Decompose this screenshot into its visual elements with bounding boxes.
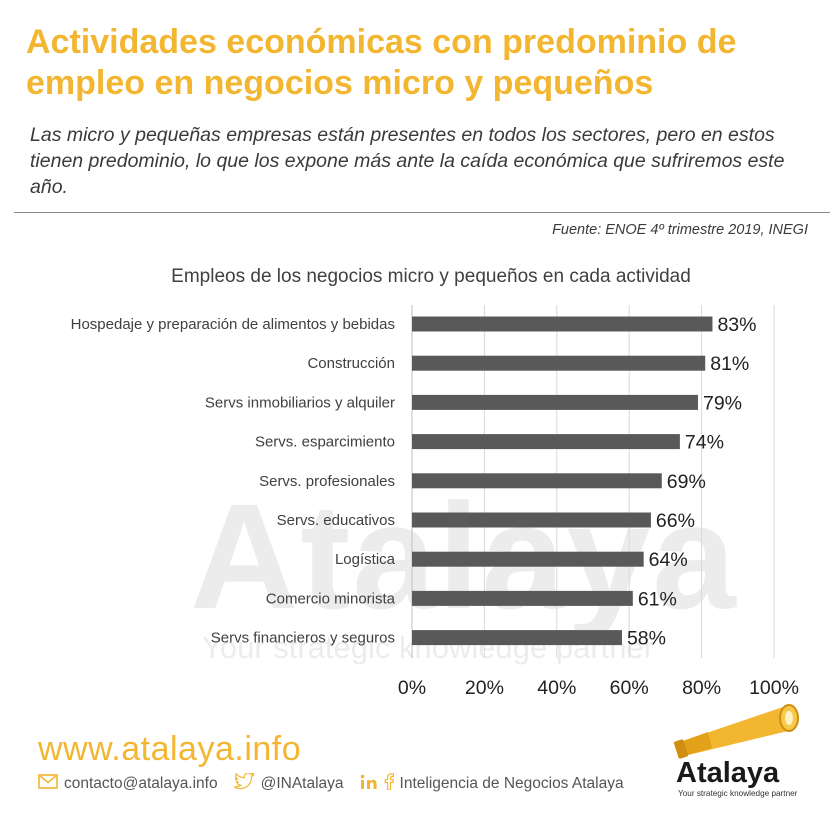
data-label: 66%	[656, 510, 695, 532]
data-label: 69%	[667, 471, 706, 493]
bar	[412, 355, 706, 371]
twitter-icon[interactable]	[231, 772, 255, 795]
x-tick-label: 0%	[398, 677, 426, 699]
data-label: 58%	[627, 628, 666, 650]
data-label: 64%	[649, 549, 688, 571]
bar	[412, 316, 713, 332]
category-label: Logística	[335, 551, 396, 568]
category-label: Servs inmobiliarios y alquiler	[205, 394, 395, 411]
category-label: Servs. educativos	[277, 512, 395, 529]
linkedin-icon[interactable]	[360, 774, 378, 795]
page-title: Actividades económicas con predominio de…	[26, 23, 737, 102]
company-name: Inteligencia de Negocios Atalaya	[399, 775, 624, 792]
atalaya-logo: Atalaya Your strategic knowledge partner	[673, 704, 799, 798]
bar	[412, 512, 651, 528]
bar	[412, 434, 680, 450]
divider	[14, 212, 830, 213]
data-label: 83%	[717, 314, 756, 336]
category-label: Comercio minorista	[266, 590, 396, 607]
data-label: 61%	[638, 588, 677, 610]
bar	[412, 394, 698, 410]
data-label: 79%	[703, 392, 742, 414]
telescope-icon	[673, 704, 799, 759]
logo-tagline: Your strategic knowledge partner	[678, 789, 798, 798]
x-tick-label: 60%	[610, 677, 649, 699]
chart-title: Empleos de los negocios micro y pequeños…	[171, 266, 691, 287]
logo-wordmark: Atalaya	[676, 757, 780, 789]
bar	[412, 551, 644, 567]
bar	[412, 590, 633, 606]
source-note: Fuente: ENOE 4º trimestre 2019, INEGI	[552, 222, 808, 238]
data-label: 81%	[710, 353, 749, 375]
contact-row: contacto@atalaya.info @INAtalaya Intelig…	[38, 772, 640, 796]
email-link[interactable]: contacto@atalaya.info	[64, 775, 218, 792]
page-subtitle: Las micro y pequeñas empresas están pres…	[30, 124, 785, 198]
data-label: 74%	[685, 432, 724, 454]
bar	[412, 473, 662, 489]
x-tick-label: 20%	[465, 677, 504, 699]
facebook-icon[interactable]	[384, 773, 394, 795]
category-label: Servs financieros y seguros	[211, 630, 395, 647]
category-label: Construcción	[307, 355, 395, 372]
twitter-handle[interactable]: @INAtalaya	[260, 775, 344, 792]
x-tick-label: 80%	[682, 677, 721, 699]
x-tick-label: 40%	[537, 677, 576, 699]
category-label: Servs. esparcimiento	[255, 434, 395, 451]
envelope-icon	[38, 774, 58, 794]
category-label: Hospedaje y preparación de alimentos y b…	[71, 316, 395, 333]
bar	[412, 630, 622, 646]
website-link[interactable]: www.atalaya.info	[38, 730, 302, 768]
x-tick-label: 100%	[749, 677, 799, 699]
bar-chart: Empleos de los negocios micro y pequeños…	[71, 266, 799, 699]
category-label: Servs. profesionales	[259, 473, 395, 490]
